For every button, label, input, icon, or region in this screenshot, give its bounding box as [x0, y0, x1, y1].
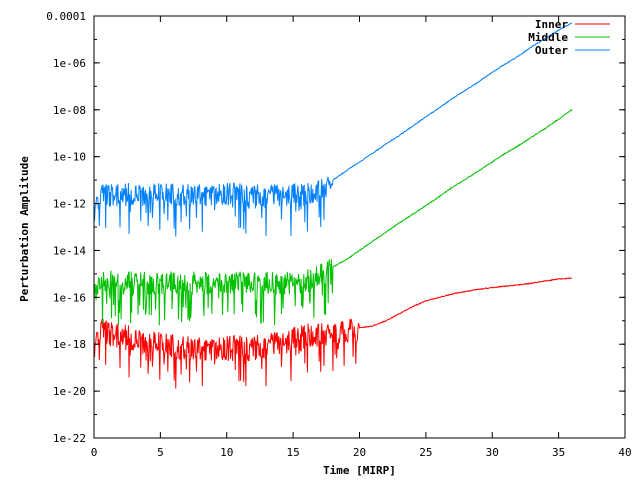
- y-axis-title: Perturbation Amplitude: [18, 156, 31, 302]
- y-tick-label: 1e-10: [53, 151, 86, 164]
- series-line-outer: [93, 22, 573, 237]
- x-tick-label: 20: [353, 446, 366, 459]
- series-layer: [93, 22, 573, 389]
- series-line-middle: [93, 109, 573, 326]
- y-tick-label: 1e-14: [53, 244, 86, 257]
- y-tick-label: 1e-16: [53, 291, 86, 304]
- y-tick-label: 1e-06: [53, 57, 86, 70]
- y-tick-label: 1e-20: [53, 385, 86, 398]
- y-tick-label: 1e-12: [53, 198, 86, 211]
- y-tick-label: 1e-22: [53, 432, 86, 445]
- x-tick-label: 30: [486, 446, 499, 459]
- legend-label-inner: Inner: [535, 18, 568, 31]
- x-tick-label: 10: [220, 446, 233, 459]
- legend-label-middle: Middle: [528, 31, 568, 44]
- x-tick-label: 0: [91, 446, 98, 459]
- x-tick-label: 25: [419, 446, 432, 459]
- series-line-inner: [93, 277, 572, 389]
- y-tick-label: 0.0001: [46, 10, 86, 23]
- x-tick-label: 15: [287, 446, 300, 459]
- x-tick-label: 5: [157, 446, 164, 459]
- x-axis-title: Time [MIRP]: [323, 464, 396, 477]
- x-tick-label: 40: [618, 446, 631, 459]
- legend-label-outer: Outer: [535, 44, 568, 57]
- y-tick-label: 1e-18: [53, 338, 86, 351]
- x-tick-label: 35: [552, 446, 565, 459]
- ticks-layer: 0 5 10 15 20 25 30 35 40 1e-22 1e-20 1e-18 1e-16 1e-1…: [46, 10, 631, 459]
- y-tick-label: 1e-08: [53, 104, 86, 117]
